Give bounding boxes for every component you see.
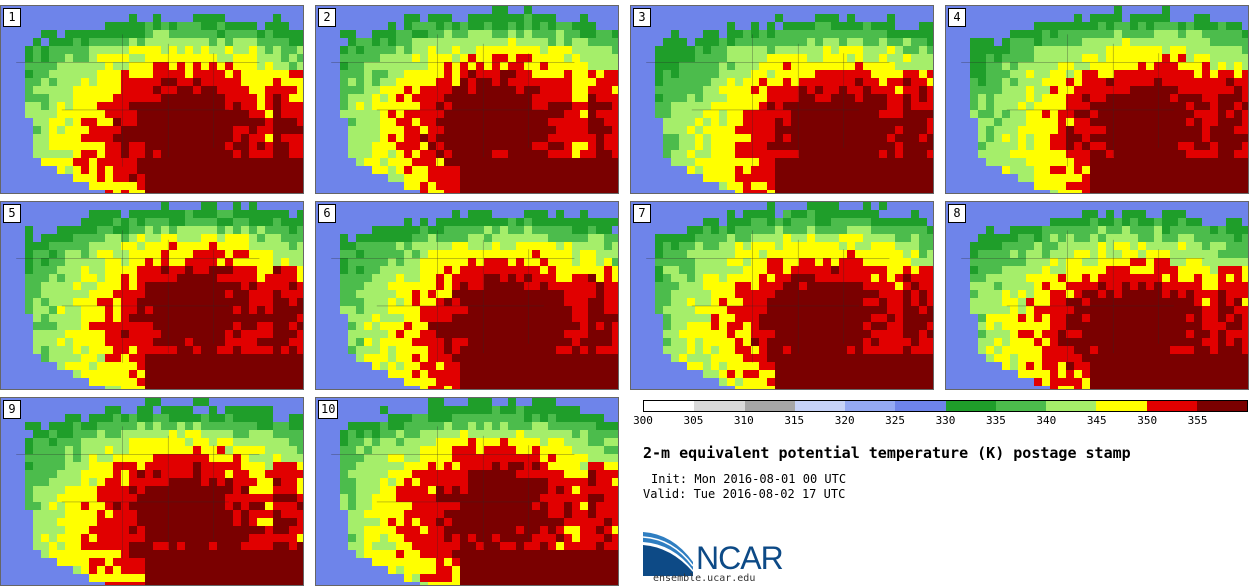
- colorbar-tick-label: 300: [633, 414, 653, 427]
- member-number-label: 9: [3, 400, 21, 419]
- ensemble-member-panel: 6: [315, 201, 619, 390]
- colorbar-tick-label: 350: [1137, 414, 1158, 427]
- colorbar-tick-label: 315: [784, 414, 805, 427]
- ensemble-member-panel: 9: [0, 397, 304, 586]
- colorbar-segment: [945, 401, 996, 411]
- member-number-label: 8: [948, 204, 966, 223]
- colorbar-tick-label: 345: [1086, 414, 1107, 427]
- theta-e-map: [631, 202, 933, 389]
- colorbar-segment: [1146, 401, 1197, 411]
- colorbar-segment: [995, 401, 1046, 411]
- colorbar-segment: [794, 401, 845, 411]
- colorbar-tick-label: 325: [885, 414, 906, 427]
- theta-e-map: [1, 6, 303, 193]
- ensemble-member-panel: 5: [0, 201, 304, 390]
- colorbar-tick-label: 305: [683, 414, 704, 427]
- valid-time: Valid: Tue 2016-08-02 17 UTC: [643, 487, 846, 501]
- colorbar-segment: [1096, 401, 1147, 411]
- colorbar-tick-label: 335: [985, 414, 1006, 427]
- theta-e-map: [946, 202, 1248, 389]
- theta-e-map: [1, 398, 303, 585]
- ensemble-member-panel: 2: [315, 5, 619, 194]
- member-number-label: 6: [318, 204, 336, 223]
- ensemble-member-panel: 1: [0, 5, 304, 194]
- ensemble-member-panel: 8: [945, 201, 1249, 390]
- member-number-label: 7: [633, 204, 651, 223]
- ensemble-member-panel: 3: [630, 5, 934, 194]
- colorbar-tick-label: 340: [1036, 414, 1057, 427]
- colorbar-segment: [644, 401, 695, 411]
- colorbar-tick-label: 320: [834, 414, 855, 427]
- theta-e-map: [1, 202, 303, 389]
- member-number-label: 3: [633, 8, 651, 27]
- member-number-label: 5: [3, 204, 21, 223]
- member-number-label: 2: [318, 8, 336, 27]
- member-number-label: 4: [948, 8, 966, 27]
- ensemble-member-panel: 7: [630, 201, 934, 390]
- figure-title: 2-m equivalent potential temperature (K)…: [643, 444, 1131, 462]
- colorbar-tick-label: 310: [733, 414, 754, 427]
- ensemble-member-panel: 10: [315, 397, 619, 586]
- theta-e-map: [316, 398, 618, 585]
- init-time: Init: Mon 2016-08-01 00 UTC: [651, 472, 847, 486]
- colorbar-segment: [1196, 401, 1247, 411]
- colorbar-segment: [694, 401, 745, 411]
- colorbar-segment: [744, 401, 795, 411]
- member-number-label: 1: [3, 8, 21, 27]
- theta-e-map: [316, 202, 618, 389]
- ncar-logo-icon: [643, 532, 694, 576]
- theta-e-map: [946, 6, 1248, 193]
- colorbar-tick-label: 355: [1187, 414, 1208, 427]
- website-url: ensemble.ucar.edu: [653, 573, 756, 584]
- ensemble-member-panel: 4: [945, 5, 1249, 194]
- colorbar-tick-label: 330: [935, 414, 956, 427]
- colorbar-segment: [845, 401, 896, 411]
- colorbar: [643, 400, 1248, 412]
- colorbar-segment: [895, 401, 946, 411]
- colorbar-segment: [1046, 401, 1097, 411]
- colorbar-tick-labels: 300 305 310 315 320 325 330 335 340 345 350 355: [633, 414, 1248, 430]
- member-number-label: 10: [318, 400, 339, 419]
- theta-e-map: [631, 6, 933, 193]
- theta-e-map: [316, 6, 618, 193]
- logo-text: NCAR: [696, 540, 784, 576]
